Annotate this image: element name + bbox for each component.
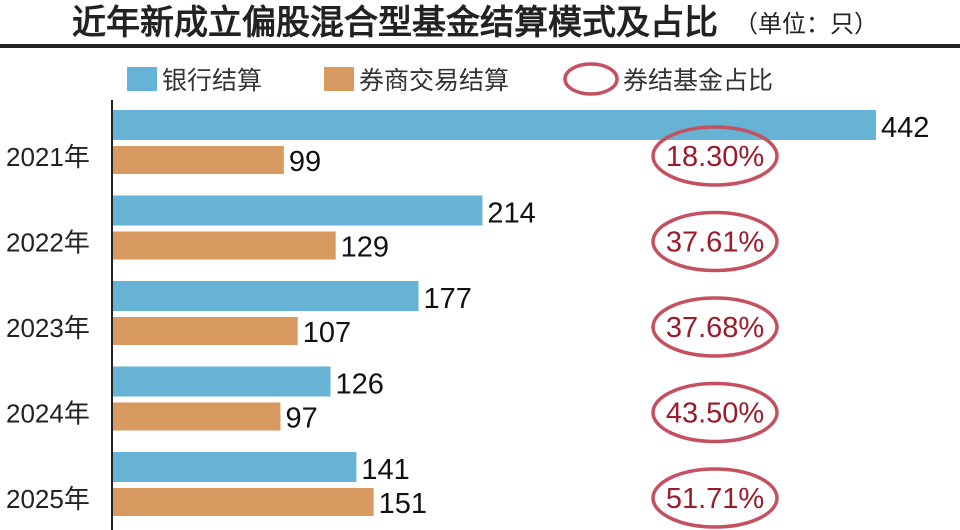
- bar-broker: [113, 402, 281, 431]
- ratio-label: 18.30%: [666, 141, 764, 173]
- ratio-ellipse: [651, 381, 779, 444]
- legend-swatch-ratio: [563, 62, 619, 96]
- bar-bank: [113, 110, 876, 140]
- data-label: 442: [881, 112, 929, 144]
- bar-bank: [113, 281, 419, 311]
- y-tick-label: 2024年: [6, 399, 90, 429]
- data-label: 126: [336, 369, 384, 401]
- title-divider: [0, 44, 960, 48]
- y-tick-label: 2025年: [6, 484, 90, 514]
- data-label: 129: [341, 232, 389, 264]
- y-tick-label: 2022年: [6, 228, 90, 258]
- legend-label-ratio: 券结基金占比: [623, 66, 773, 95]
- ratio-label: 37.61%: [666, 227, 764, 259]
- bar-bank: [113, 195, 483, 226]
- data-label: 151: [379, 488, 427, 520]
- data-label: 99: [289, 146, 321, 178]
- data-label: 97: [285, 403, 317, 435]
- ratio-label: 43.50%: [666, 398, 764, 430]
- ratio-ellipse: [651, 125, 779, 187]
- legend-swatch-bank: [127, 67, 157, 91]
- data-label: 141: [361, 454, 409, 486]
- bar-bank: [113, 366, 331, 397]
- chart-title: 近年新成立偏股混合型基金结算模式及占比: [72, 3, 718, 43]
- legend-swatch-broker: [324, 67, 354, 91]
- bar-broker: [113, 317, 298, 345]
- y-tick-label: 2023年: [6, 313, 90, 343]
- data-label: 177: [424, 283, 472, 315]
- ratio-ellipse: [651, 296, 779, 358]
- bar-bank: [113, 452, 357, 482]
- data-label: 107: [303, 317, 351, 349]
- bar-broker: [113, 231, 336, 260]
- legend-label-broker: 券商交易结算: [359, 66, 509, 95]
- legend-label-bank: 银行结算: [162, 66, 262, 95]
- ratio-label: 51.71%: [666, 483, 764, 515]
- bar-broker: [113, 146, 284, 174]
- ratio-label: 37.68%: [666, 312, 764, 344]
- bar-broker: [113, 488, 374, 516]
- ratio-ellipse: [651, 210, 779, 273]
- ratio-ellipse: [651, 467, 779, 529]
- y-tick-label: 2021年: [6, 142, 90, 172]
- chart-unit: （单位：只）: [734, 10, 878, 38]
- legend: 银行结算 券商交易结算 券结基金占比: [127, 62, 773, 96]
- data-label: 214: [487, 198, 535, 230]
